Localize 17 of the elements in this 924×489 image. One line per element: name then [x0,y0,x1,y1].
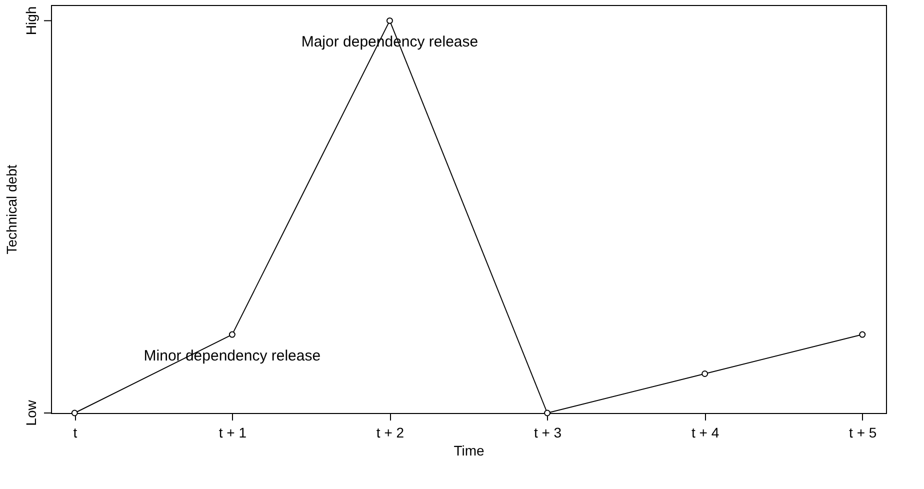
x-tick-label: t + 5 [849,424,877,440]
x-tick-label: t [73,424,78,440]
text: Low [23,399,39,426]
point [702,370,708,378]
point [386,17,393,24]
x-tick-label: t + 1 [218,424,247,440]
x-tick-label: t + 4 [692,424,720,440]
y-axis-title: Technical debt [4,164,20,254]
point [859,331,866,338]
point [544,410,551,416]
x-axis-title: Time [454,442,485,458]
x-tick-label: t + 2 [376,424,404,440]
x-tick-label: t + 3 [534,424,562,440]
point [71,410,78,416]
text: High [23,6,39,36]
annotation: Minor dependency release [144,348,321,365]
point [228,331,236,338]
